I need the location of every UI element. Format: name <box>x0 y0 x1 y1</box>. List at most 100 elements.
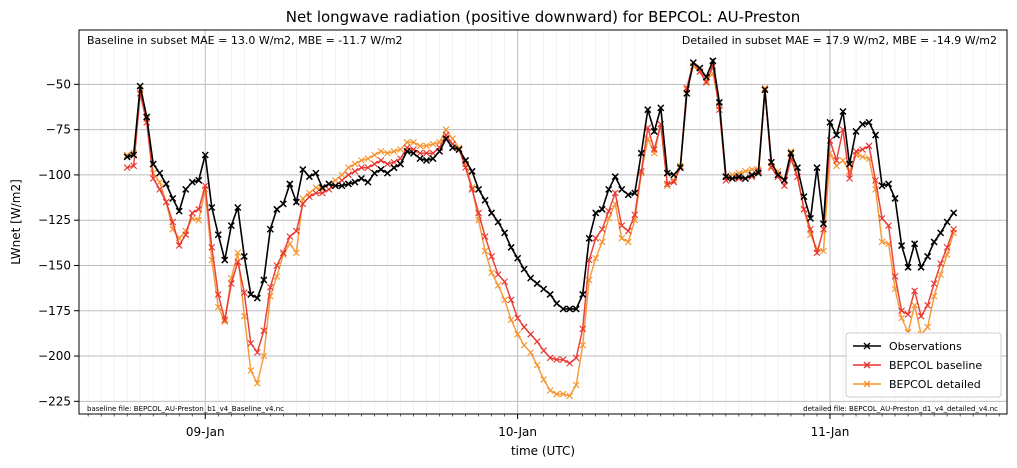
data-point-marker <box>273 205 281 213</box>
data-point-marker <box>442 135 450 143</box>
data-point-marker <box>533 338 541 345</box>
data-point-marker <box>845 160 854 168</box>
data-point-marker <box>592 234 600 242</box>
data-point-marker <box>943 243 951 251</box>
data-point-marker <box>384 149 391 157</box>
data-point-marker <box>279 249 287 257</box>
y-tick-label: −50 <box>46 77 71 91</box>
data-point-marker <box>930 238 938 246</box>
data-point-marker <box>813 249 821 257</box>
data-point-marker <box>247 367 255 374</box>
plot-frame <box>78 29 1008 415</box>
data-point-marker <box>911 301 918 309</box>
data-point-marker <box>195 216 203 224</box>
data-point-marker <box>527 349 535 356</box>
data-point-marker <box>663 180 671 188</box>
data-point-marker <box>781 182 788 190</box>
data-point-marker <box>468 167 476 175</box>
data-point-marker <box>754 169 762 177</box>
data-point-marker <box>514 314 522 322</box>
data-point-marker <box>813 164 821 172</box>
data-point-marker <box>618 234 626 242</box>
data-point-marker <box>429 140 437 148</box>
data-point-marker <box>390 164 398 172</box>
data-point-marker <box>520 265 528 273</box>
data-point-marker <box>325 180 333 188</box>
data-point-marker <box>507 296 515 304</box>
data-point-marker <box>820 247 827 255</box>
data-point-marker <box>527 274 535 282</box>
data-point-marker <box>214 231 222 239</box>
data-point-marker <box>592 209 600 217</box>
data-point-marker <box>240 252 248 260</box>
x-tick-label: 09-Jan <box>186 425 225 439</box>
data-point-marker <box>130 151 138 159</box>
data-point-marker <box>247 290 255 298</box>
data-point-marker <box>455 146 463 154</box>
data-point-marker <box>403 138 411 146</box>
data-point-marker <box>878 214 886 222</box>
data-point-marker <box>917 263 925 271</box>
data-point-marker <box>299 195 307 202</box>
data-point-marker <box>175 207 183 215</box>
data-point-marker <box>559 356 567 364</box>
data-point-marker <box>234 249 242 257</box>
data-point-marker <box>234 258 242 266</box>
data-point-marker <box>540 376 548 383</box>
data-point-marker <box>234 203 242 212</box>
data-point-marker <box>566 392 574 400</box>
data-point-marker <box>663 169 671 177</box>
data-point-marker <box>930 292 938 300</box>
data-point-marker <box>475 185 483 193</box>
data-point-marker <box>852 127 860 135</box>
data-point-marker <box>520 341 528 349</box>
data-point-marker <box>169 194 177 202</box>
data-point-marker <box>344 180 352 188</box>
detailed-stats-annotation: Detailed in subset MAE = 17.9 W/m2, MBE … <box>682 34 997 47</box>
data-point-marker <box>494 282 502 289</box>
data-point-marker <box>579 341 587 349</box>
data-point-marker <box>878 238 886 246</box>
data-point-marker <box>292 249 300 257</box>
data-point-marker <box>514 254 522 262</box>
data-point-marker <box>481 196 489 204</box>
data-point-marker <box>390 158 398 166</box>
data-point-marker <box>520 323 528 331</box>
data-point-marker <box>475 209 482 217</box>
data-point-marker <box>377 165 385 174</box>
data-point-marker <box>670 171 678 179</box>
data-point-marker <box>722 173 730 181</box>
data-point-marker <box>676 164 684 172</box>
data-point-marker <box>546 290 554 298</box>
data-point-marker <box>898 314 905 322</box>
data-point-marker <box>182 185 190 193</box>
data-point-marker <box>546 387 554 394</box>
data-point-marker <box>787 149 795 157</box>
data-point-marker <box>364 164 372 172</box>
x-tick-label: 10-Jan <box>498 425 537 439</box>
data-point-marker <box>566 305 574 313</box>
data-point-marker <box>559 390 567 398</box>
data-point-marker <box>943 218 951 226</box>
data-point-marker <box>865 142 873 150</box>
data-point-marker <box>806 214 814 222</box>
y-tick-label: −175 <box>38 304 71 318</box>
data-point-marker <box>331 182 339 190</box>
baseline-stats-annotation: Baseline in subset MAE = 13.0 W/m2, MBE … <box>87 34 403 47</box>
data-point-marker <box>312 184 320 191</box>
data-point-marker <box>774 171 782 179</box>
data-point-marker <box>624 227 632 235</box>
data-point-marker <box>735 173 743 181</box>
data-point-marker <box>624 238 632 246</box>
data-point-marker <box>572 381 580 389</box>
legend-box <box>845 332 1002 398</box>
data-point-marker <box>911 240 919 248</box>
data-point-marker <box>852 147 860 155</box>
data-point-marker <box>318 189 326 197</box>
data-point-marker <box>891 194 899 202</box>
y-tick-label: −125 <box>38 213 71 227</box>
data-point-marker <box>318 184 326 192</box>
data-point-marker <box>618 185 626 193</box>
data-point-marker <box>435 147 444 155</box>
data-point-marker <box>247 339 255 347</box>
